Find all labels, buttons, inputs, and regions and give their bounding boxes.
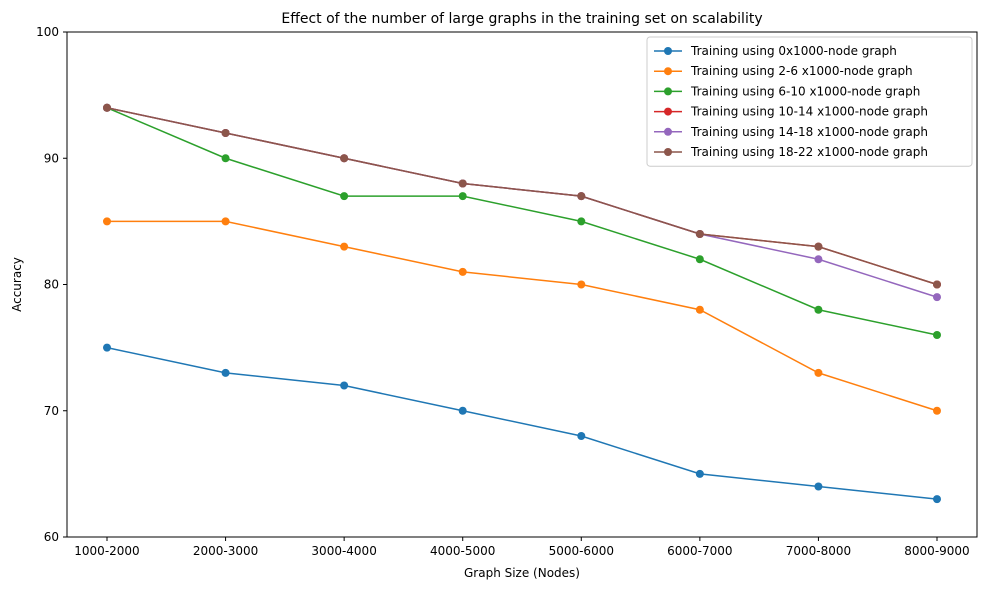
data-point [340, 154, 349, 163]
legend-label: Training using 10-14 x1000-node graph [690, 105, 928, 119]
data-point [221, 129, 230, 137]
data-point [221, 154, 230, 163]
series-6 [103, 103, 941, 289]
x-tick-label: 3000-4000 [311, 544, 376, 558]
x-tick-label: 7000-8000 [786, 544, 851, 558]
series-line [106, 107, 938, 336]
data-point [340, 381, 349, 390]
x-tick-label: 6000-7000 [667, 544, 732, 558]
x-tick-label: 5000-6000 [549, 544, 614, 558]
x-tick-label: 2000-3000 [193, 544, 258, 558]
legend-marker [664, 47, 672, 55]
data-point [577, 217, 586, 226]
y-tick-label: 70 [44, 404, 59, 418]
data-point [577, 280, 586, 289]
legend-item: Training using 0x1000-node graph [654, 44, 897, 58]
y-tick-label: 100 [36, 25, 59, 39]
legend-label: Training using 18-22 x1000-node graph [690, 145, 928, 159]
data-point [221, 217, 230, 226]
series-line [106, 346, 938, 500]
data-point [814, 255, 823, 264]
y-axis-label: Accuracy [10, 257, 24, 312]
y-tick-label: 60 [44, 530, 59, 544]
data-point [814, 242, 823, 251]
legend-label: Training using 2-6 x1000-node graph [690, 64, 913, 78]
legend-label: Training using 6-10 x1000-node graph [690, 84, 920, 98]
legend-marker [664, 67, 672, 76]
data-point [458, 192, 467, 201]
legend-item: Training using 14-18 x1000-node graph [654, 125, 928, 139]
data-point [814, 305, 823, 314]
x-tick-label: 4000-5000 [430, 544, 495, 558]
series-line [107, 220, 938, 412]
data-point [933, 331, 941, 339]
y-axis: 60 70 80 90 100 [36, 25, 67, 544]
data-point [340, 192, 349, 201]
data-point [814, 368, 823, 377]
data-point [933, 495, 941, 504]
legend-item: Training using 10-14 x1000-node graph [654, 105, 928, 119]
data-point [814, 482, 823, 491]
legend-item: Training using 2-6 x1000-node graph [654, 64, 913, 78]
series-layer [103, 103, 941, 504]
x-axis-label: Graph Size (Nodes) [464, 566, 580, 580]
data-point [103, 343, 111, 352]
legend: Training using 0x1000-node graph Training… [646, 36, 973, 167]
data-point [695, 255, 704, 264]
legend-label: Training using 0x1000-node graph [690, 44, 897, 58]
legend-marker [664, 87, 672, 96]
data-point [695, 469, 704, 478]
legend-label: Training using 14-18 x1000-node graph [690, 125, 928, 139]
data-point [695, 230, 704, 238]
data-point [458, 267, 467, 276]
chart-title: Effect of the number of large graphs in … [281, 11, 762, 27]
data-point [221, 368, 230, 377]
series-line [106, 107, 938, 286]
legend-marker [664, 127, 672, 136]
legend-marker [664, 148, 672, 156]
data-point [695, 305, 704, 314]
y-tick-label: 90 [44, 151, 59, 165]
legend-box [646, 36, 973, 167]
data-point [458, 179, 467, 188]
data-point [577, 192, 586, 201]
data-point [103, 217, 111, 226]
data-point [103, 103, 111, 112]
data-point [577, 432, 586, 440]
data-point [933, 280, 941, 289]
y-tick-label: 80 [44, 278, 59, 292]
x-tick-label: 8000-9000 [904, 544, 969, 558]
legend-marker [664, 107, 672, 116]
data-point [933, 406, 941, 415]
x-tick-label: 1000-2000 [74, 544, 139, 558]
series-1 [103, 343, 941, 504]
data-point [340, 242, 349, 251]
series-2 [103, 217, 941, 415]
legend-item: Training using 18-22 x1000-node graph [654, 145, 928, 159]
x-axis: 1000-2000 2000-3000 3000-4000 4000-5000 5000… [74, 537, 970, 558]
legend-item: Training using 6-10 x1000-node graph [654, 84, 920, 98]
data-point [933, 293, 941, 302]
data-point [458, 406, 467, 415]
